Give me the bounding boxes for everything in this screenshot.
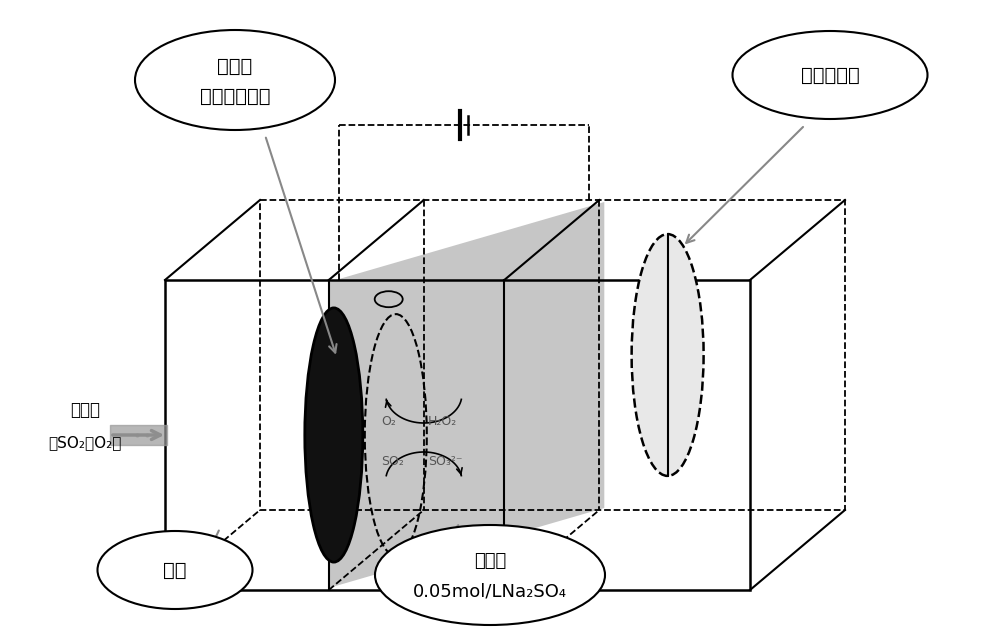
Ellipse shape [732,31,928,119]
Text: 气体扩散电极: 气体扩散电极 [200,87,270,105]
Text: O₂: O₂ [381,415,396,428]
Text: SO₃²⁻: SO₃²⁻ [428,455,462,468]
Ellipse shape [375,525,605,625]
Text: （SO₂和O₂）: （SO₂和O₂） [48,435,122,451]
Text: 电解液: 电解液 [474,552,506,570]
Text: 阴极：: 阴极： [217,57,253,75]
Text: SO₂: SO₂ [381,455,404,468]
Ellipse shape [135,30,335,130]
Text: 阳极：铂丝: 阳极：铂丝 [801,66,859,84]
Text: 0.05mol/LNa₂SO₄: 0.05mol/LNa₂SO₄ [413,582,567,600]
Polygon shape [329,202,604,588]
Ellipse shape [98,531,252,609]
Text: 气室: 气室 [163,561,187,579]
Ellipse shape [632,234,704,476]
Ellipse shape [305,308,363,562]
Text: 混合气: 混合气 [70,401,100,419]
Text: H₂O₂: H₂O₂ [428,415,457,428]
